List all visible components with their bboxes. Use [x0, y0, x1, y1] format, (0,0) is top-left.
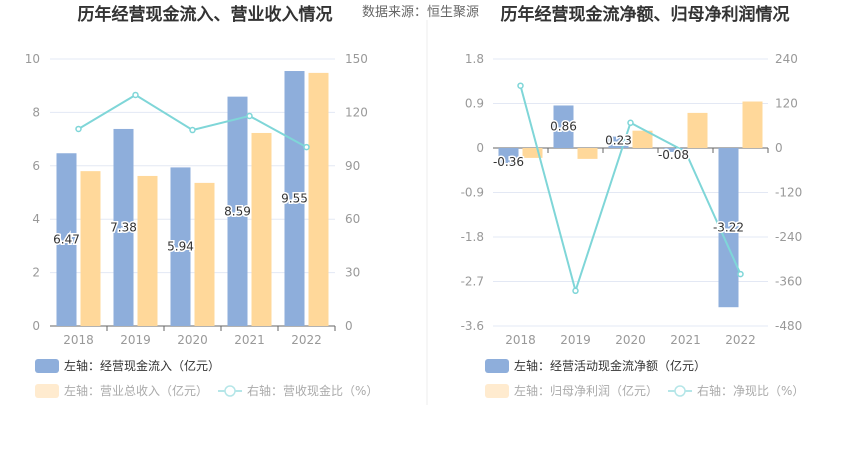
x-axis-tick-label: 2018 — [505, 333, 536, 347]
right-axis-tick: 0 — [775, 141, 783, 155]
bar-secondary — [577, 148, 598, 159]
left-axis-tick: -2.7 — [461, 275, 484, 289]
legend-label[interactable]: 左轴：经营现金流入（亿元） — [64, 358, 220, 373]
x-axis-tick-label: 2021 — [670, 333, 701, 347]
ratio-point — [189, 126, 196, 134]
bar-data-label: 0.23 — [605, 133, 632, 147]
legend-swatch-bar-primary[interactable] — [35, 359, 59, 373]
left-axis-tick: 0.9 — [465, 97, 484, 111]
left-axis-tick: 1.8 — [465, 52, 484, 66]
bar-primary — [553, 105, 574, 148]
right-axis-tick: 120 — [345, 105, 368, 119]
chart-2: 历年经营现金流净额、归母净利润情况 -3.6 -480 -2.7 -360 -1.8 -24… — [461, 4, 804, 398]
bar-primary — [56, 153, 77, 326]
legend-label[interactable]: 右轴：营收现金比（%） — [247, 383, 378, 398]
bar-primary — [608, 136, 629, 148]
legend-line-marker-icon — [674, 385, 686, 397]
bar-secondary — [687, 112, 708, 148]
chart-title: 历年经营现金流净额、归母净利润情况 — [501, 4, 790, 25]
bar-secondary — [742, 101, 763, 148]
legend-label[interactable]: 左轴：经营活动现金流净额（亿元） — [514, 358, 706, 373]
left-axis-tick: -1.8 — [461, 230, 484, 244]
bar-primary — [284, 71, 305, 326]
right-axis-tick: 240 — [775, 52, 798, 66]
chart-title: 历年经营现金流入、营业收入情况 — [78, 4, 333, 25]
right-axis-tick: 30 — [345, 266, 360, 280]
legend: 左轴：经营现金流入（亿元） 左轴：营业总收入（亿元） 右轴：营收现金比（%） — [35, 358, 378, 398]
bar-data-label: 9.55 — [281, 192, 308, 206]
ratio-point — [517, 82, 524, 89]
x-axis-tick-label: 2022 — [725, 333, 756, 347]
right-axis-tick: 60 — [345, 212, 360, 226]
left-axis-tick: 8 — [32, 105, 40, 119]
bar-secondary — [251, 132, 272, 326]
bar-secondary — [80, 171, 101, 326]
right-axis-tick: -480 — [775, 319, 802, 333]
x-axis-tick-label: 2019 — [560, 333, 591, 347]
bar-primary — [170, 167, 191, 326]
ratio-point — [572, 287, 579, 295]
ratio-point — [132, 91, 139, 99]
ratio-point — [737, 270, 744, 278]
legend-label[interactable]: 左轴：营业总收入（亿元） — [64, 383, 208, 398]
bar-primary — [227, 96, 248, 326]
data-source: 数据来源：恒生聚源 — [362, 5, 479, 20]
ratio-point — [303, 143, 310, 151]
ratio-point — [627, 119, 634, 127]
bar-data-label: 7.38 — [110, 220, 137, 234]
bar-data-label: -0.36 — [493, 155, 524, 169]
ratio-point — [246, 112, 253, 120]
right-axis-tick: -120 — [775, 186, 802, 200]
ratio-point — [682, 148, 689, 155]
left-axis-tick: 10 — [25, 52, 40, 66]
left-axis-tick: 0 — [32, 319, 40, 333]
ratio-line — [77, 93, 307, 148]
left-axis-tick: -0.9 — [461, 186, 484, 200]
bar-secondary — [632, 130, 653, 148]
bar-data-label: 6.47 — [53, 233, 80, 247]
bar-secondary — [308, 72, 329, 326]
x-axis-tick-label: 2021 — [234, 333, 265, 347]
left-axis-tick: -3.6 — [461, 319, 484, 333]
right-axis-tick: 0 — [345, 319, 353, 333]
bar-primary — [663, 148, 684, 152]
x-axis-tick-label: 2022 — [291, 333, 322, 347]
bar-data-label: 5.94 — [167, 240, 194, 254]
legend-label[interactable]: 右轴：净现比（%） — [697, 383, 804, 398]
legend-swatch-bar-secondary[interactable] — [35, 384, 59, 398]
bar-primary — [498, 148, 519, 166]
right-axis-tick: -240 — [775, 230, 802, 244]
left-axis-tick: 6 — [32, 159, 40, 173]
bar-data-label: 0.86 — [550, 120, 577, 134]
right-axis-tick: 120 — [775, 97, 798, 111]
bar-data-label: 8.59 — [224, 204, 251, 218]
bar-primary — [718, 148, 739, 308]
legend-label[interactable]: 左轴：归母净利润（亿元） — [514, 383, 658, 398]
left-axis-tick: 2 — [32, 266, 40, 280]
right-axis-tick: 150 — [345, 52, 368, 66]
bar-data-label: -3.22 — [713, 221, 744, 235]
bar-primary — [113, 128, 134, 326]
x-axis-tick-label: 2020 — [615, 333, 646, 347]
ratio-point — [75, 125, 82, 133]
legend-swatch-bar-primary[interactable] — [485, 359, 509, 373]
chart-1: 历年经营现金流入、营业收入情况 0 0 2 30 4 60 6 90 8 120 10 150 2018 2… — [25, 4, 378, 398]
bar-secondary — [194, 182, 215, 326]
legend-line-marker-icon — [224, 385, 236, 397]
left-axis-tick: 0 — [476, 141, 484, 155]
x-axis-tick-label: 2018 — [63, 333, 94, 347]
legend: 左轴：经营活动现金流净额（亿元） 左轴：归母净利润（亿元） 右轴：净现比（%） — [485, 358, 804, 398]
right-axis-tick: -360 — [775, 275, 802, 289]
bar-secondary — [137, 175, 158, 326]
left-axis-tick: 4 — [32, 212, 40, 226]
bar-secondary — [522, 148, 543, 158]
legend-swatch-bar-secondary[interactable] — [485, 384, 509, 398]
bar-data-label: -0.08 — [658, 148, 689, 162]
right-axis-tick: 90 — [345, 159, 360, 173]
x-axis-tick-label: 2019 — [120, 333, 151, 347]
x-axis-tick-label: 2020 — [177, 333, 208, 347]
